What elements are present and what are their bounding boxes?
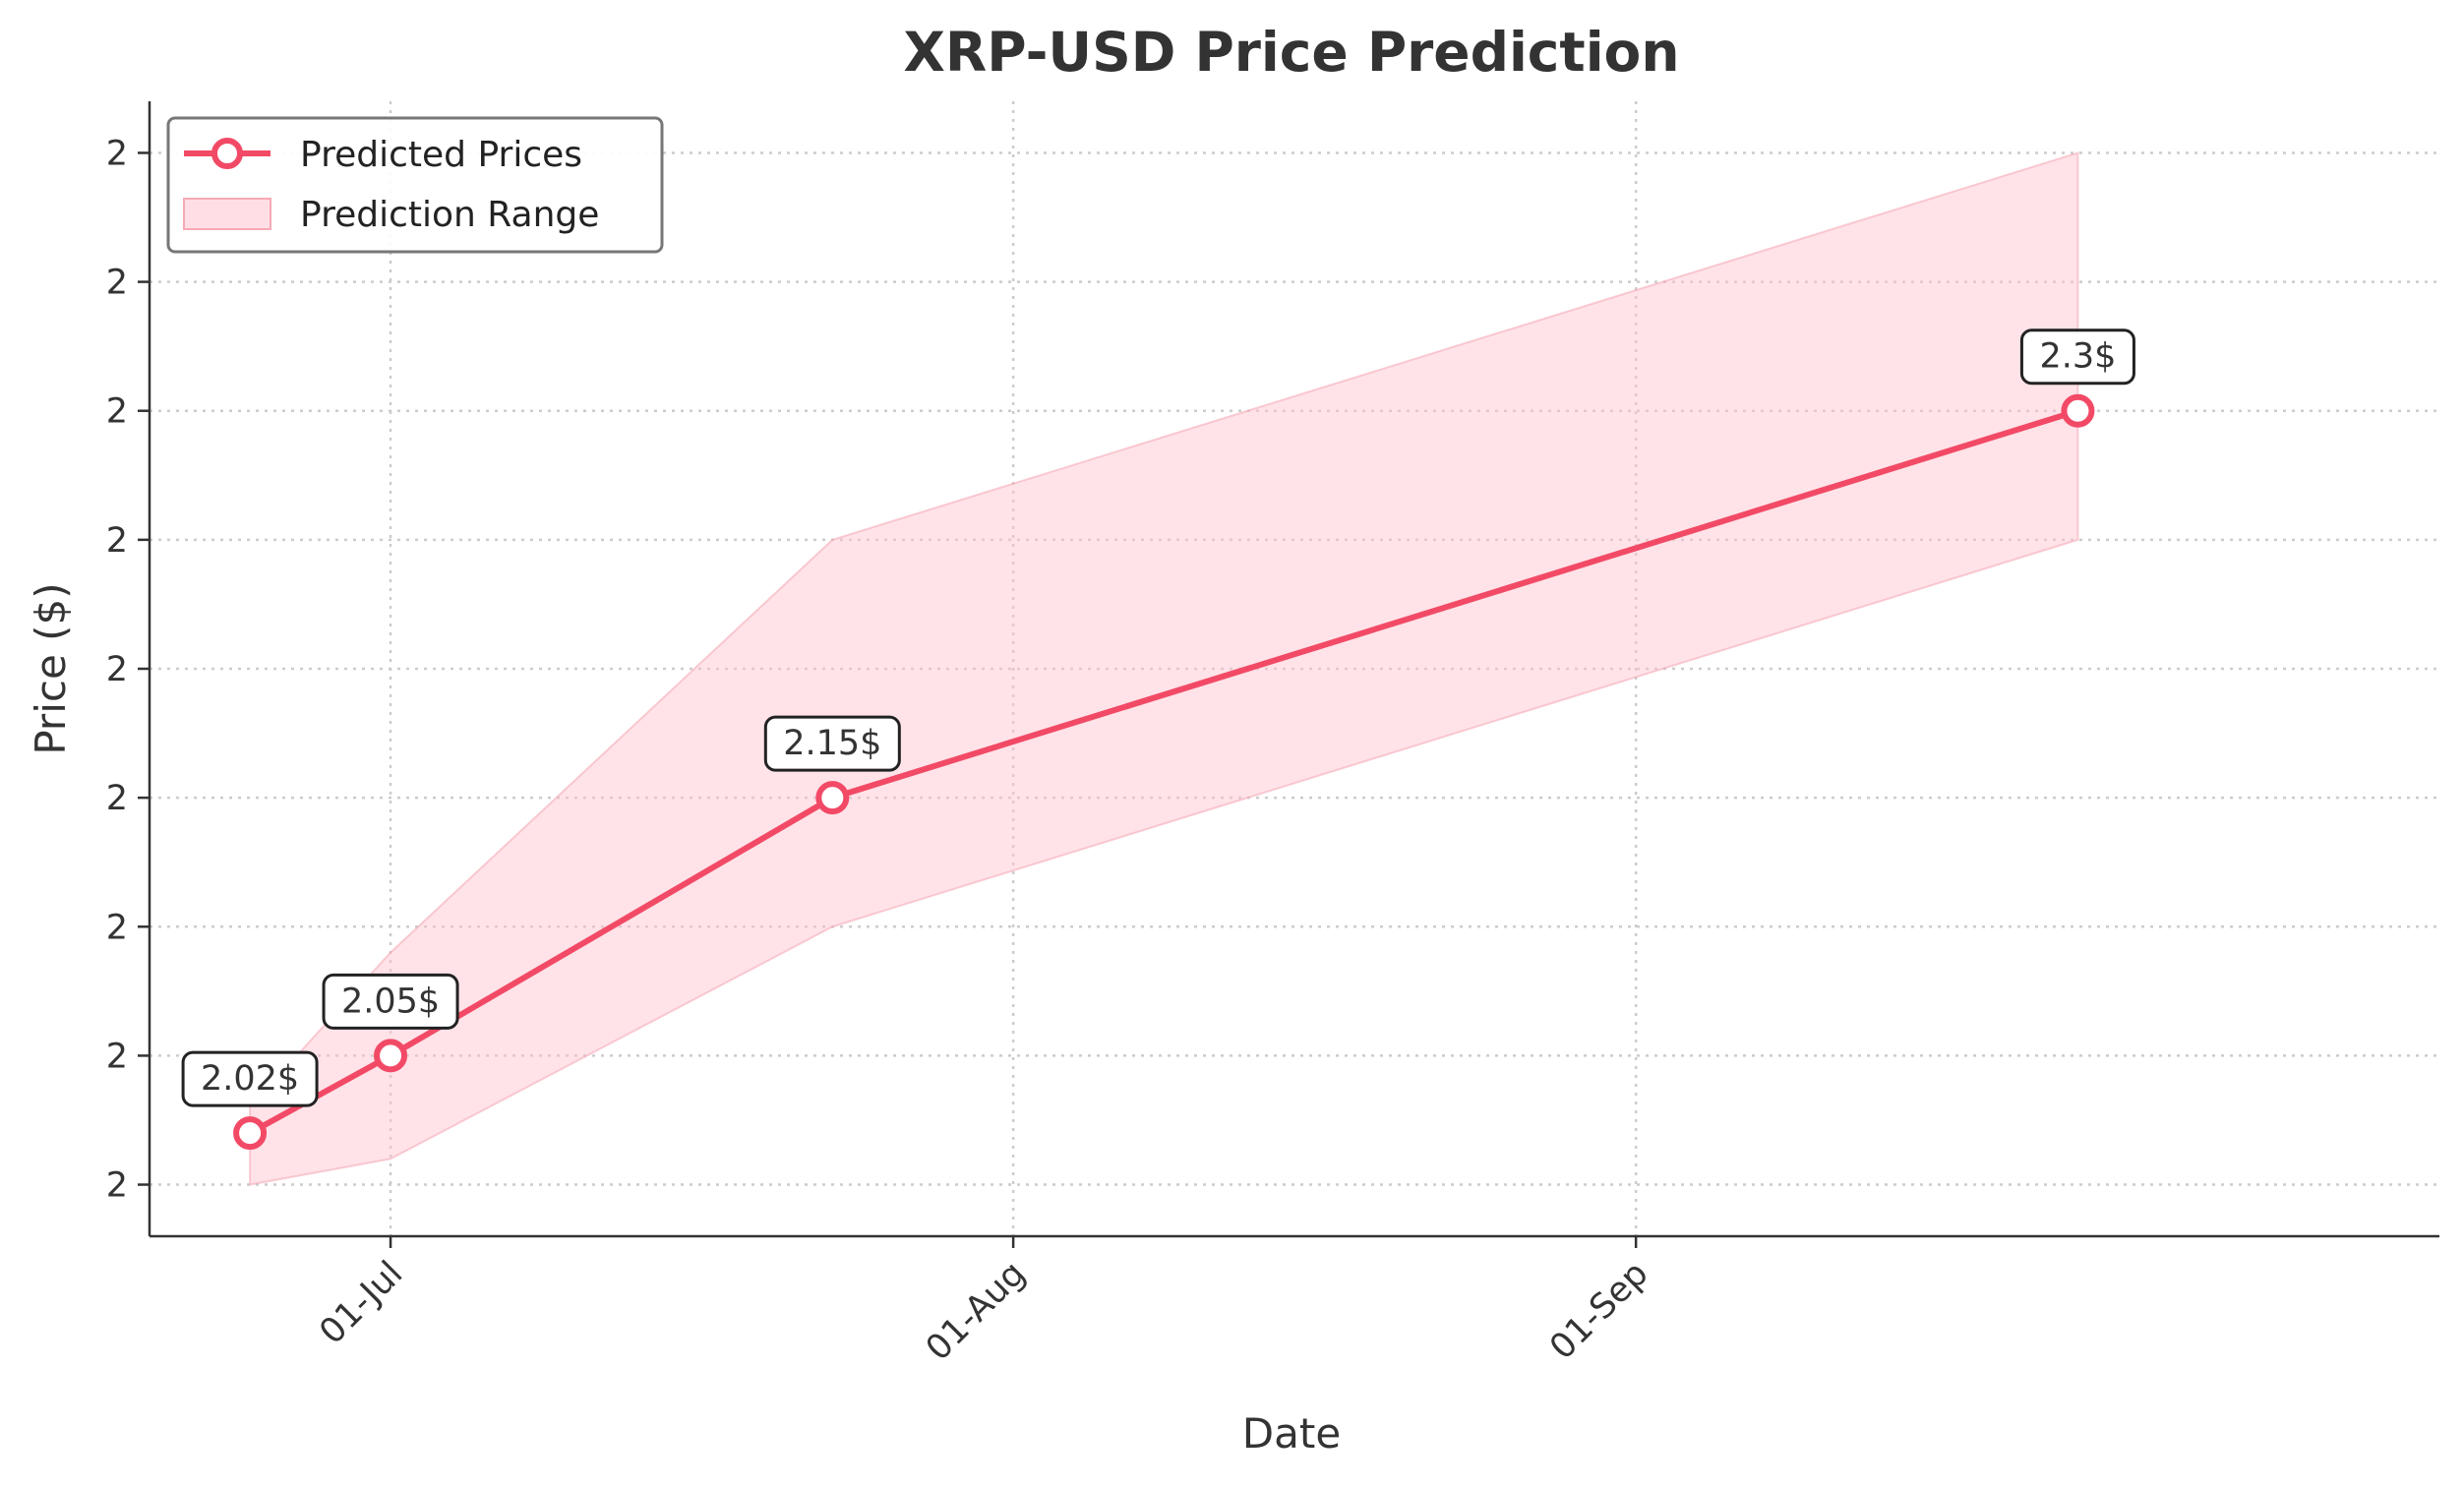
- predicted-prices-series: [233, 393, 2095, 1151]
- y-tick-label: 2: [106, 779, 128, 818]
- y-tick-label: 2: [106, 521, 128, 561]
- x-tick-label: 01-Sep: [1542, 1254, 1655, 1367]
- data-label: 2.3$: [2039, 337, 2116, 377]
- data-point-marker: [233, 1116, 268, 1151]
- data-point-marker: [374, 1039, 408, 1073]
- data-label: 2.05$: [341, 982, 440, 1021]
- prediction-range-band: [249, 151, 2079, 1186]
- y-tick-label: 2: [106, 134, 128, 173]
- chart-title: XRP-USD Price Prediction: [904, 21, 1680, 84]
- legend-range-swatch: [183, 198, 271, 230]
- data-label-box: [181, 1050, 319, 1107]
- data-labels: 2.02$ 2.05$ 2.15$ 2.3$: [181, 328, 2135, 1107]
- x-tick-label: 01-Jul: [312, 1254, 410, 1352]
- data-label-box: [2019, 328, 2135, 386]
- data-label-box: [763, 715, 901, 772]
- x-tick-label: 01-Aug: [919, 1254, 1033, 1368]
- y-tick-label: 2: [106, 1166, 128, 1206]
- data-point-marker: [2061, 393, 2095, 428]
- legend-frame: [166, 116, 664, 254]
- y-tick-label: 2: [106, 908, 128, 947]
- y-tick-label: 2: [106, 650, 128, 689]
- y-axis-label: Price ($): [27, 582, 75, 754]
- y-tick-label: 2: [106, 392, 128, 432]
- legend-label-predicted: Predicted Prices: [300, 135, 582, 175]
- legend: Predicted Prices Prediction Range: [166, 116, 664, 254]
- data-label-box: [322, 973, 459, 1030]
- data-point-marker: [815, 781, 850, 815]
- legend-label-range: Prediction Range: [300, 195, 599, 235]
- prediction-range: [249, 151, 2079, 1186]
- legend-marker-swatch: [211, 138, 243, 169]
- predicted-price-line: [248, 407, 2079, 1136]
- data-label: 2.15$: [783, 724, 881, 763]
- data-label: 2.02$: [201, 1059, 299, 1099]
- y-tick-label: 2: [106, 264, 128, 303]
- x-axis-label: Date: [1242, 1409, 1341, 1458]
- y-tick-label: 2: [106, 1037, 128, 1076]
